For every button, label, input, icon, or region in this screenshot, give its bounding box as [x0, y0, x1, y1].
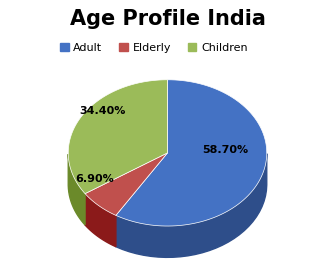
- Polygon shape: [68, 154, 85, 225]
- Polygon shape: [116, 154, 267, 257]
- Text: 6.90%: 6.90%: [75, 174, 114, 184]
- Polygon shape: [85, 194, 116, 247]
- Polygon shape: [68, 80, 168, 194]
- Text: 58.70%: 58.70%: [202, 145, 248, 155]
- Polygon shape: [116, 80, 267, 226]
- Text: Age Profile India: Age Profile India: [70, 9, 265, 29]
- Polygon shape: [85, 153, 168, 215]
- Legend: Adult, Elderly, Children: Adult, Elderly, Children: [56, 38, 252, 57]
- Text: 34.40%: 34.40%: [79, 106, 125, 116]
